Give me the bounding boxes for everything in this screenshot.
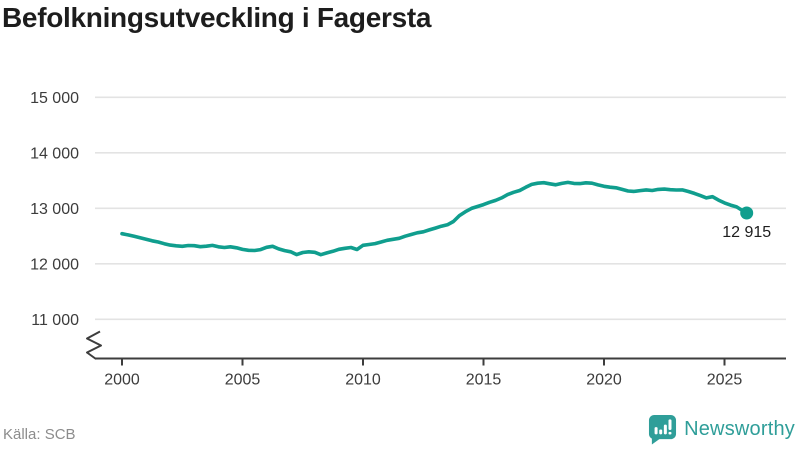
y-tick-label: 12 000 bbox=[30, 256, 79, 273]
x-tick-label: 2010 bbox=[345, 372, 381, 389]
chart-title: Befolkningsutveckling i Fagersta bbox=[2, 2, 432, 33]
newsworthy-logo-text: Newsworthy bbox=[684, 418, 795, 440]
y-tick-label: 11 000 bbox=[31, 312, 79, 329]
x-tick-label: 2020 bbox=[586, 372, 622, 389]
y-tick-label: 13 000 bbox=[30, 201, 79, 218]
y-tick-label: 15 000 bbox=[30, 90, 79, 107]
newsworthy-logo: Newsworthy bbox=[648, 414, 795, 445]
population-line bbox=[120, 180, 749, 257]
y-axis-break-icon bbox=[86, 330, 102, 360]
source-caption: Källa: SCB bbox=[3, 426, 76, 443]
x-tick-label: 2025 bbox=[707, 372, 743, 389]
x-tick-label: 2015 bbox=[466, 372, 502, 389]
x-tick-label: 2000 bbox=[104, 372, 140, 389]
end-point-label: 12 915 bbox=[722, 224, 771, 241]
end-point-marker bbox=[740, 206, 754, 220]
x-tick-label: 2005 bbox=[225, 372, 261, 389]
newsworthy-bubble-barchart-icon bbox=[649, 415, 677, 445]
y-tick-label: 14 000 bbox=[30, 145, 79, 162]
